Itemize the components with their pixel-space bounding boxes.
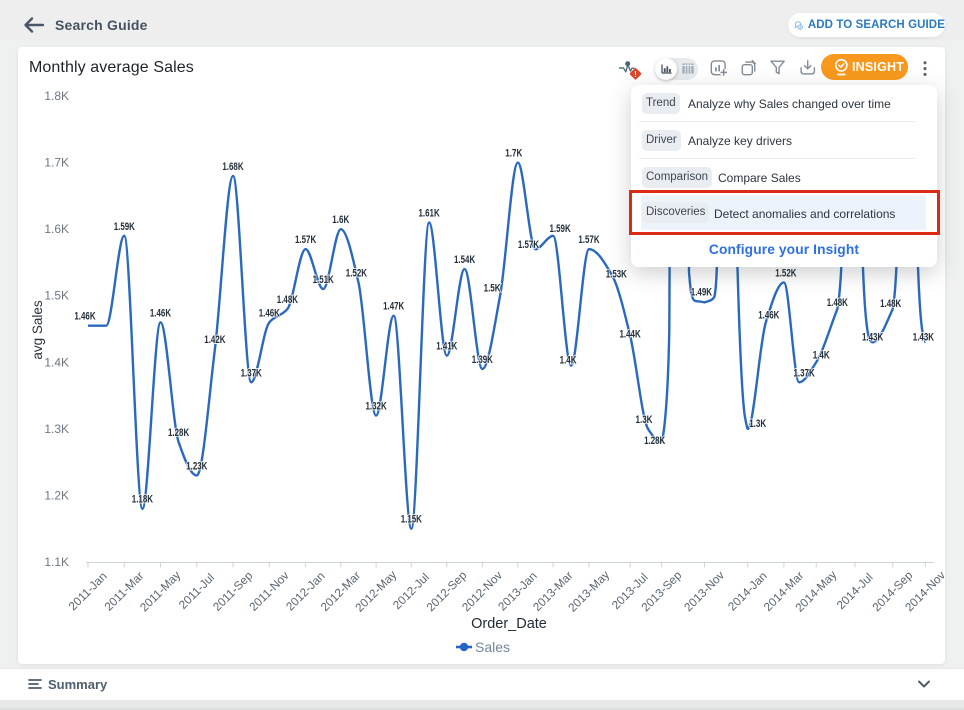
svg-text:2011-May: 2011-May: [137, 568, 183, 614]
svg-text:1.43K: 1.43K: [862, 331, 883, 343]
svg-text:2013-May: 2013-May: [565, 568, 612, 615]
svg-text:1.6K: 1.6K: [44, 222, 69, 236]
svg-text:2011-Nov: 2011-Nov: [246, 568, 292, 614]
svg-text:1.48K: 1.48K: [277, 294, 298, 306]
svg-text:1.57K: 1.57K: [578, 234, 599, 246]
svg-text:Order_Date: Order_Date: [471, 616, 547, 632]
svg-text:!: !: [634, 70, 637, 79]
svg-text:1.3K: 1.3K: [749, 418, 766, 430]
svg-text:1.44K: 1.44K: [620, 329, 641, 341]
svg-text:1.57K: 1.57K: [295, 234, 316, 246]
svg-text:Sales: Sales: [475, 639, 510, 655]
svg-text:1.54K: 1.54K: [454, 254, 475, 266]
svg-text:1.28K: 1.28K: [168, 427, 189, 439]
svg-text:1.61K: 1.61K: [419, 208, 440, 220]
svg-text:1.4K: 1.4K: [560, 355, 577, 367]
svg-text:1.7K: 1.7K: [44, 156, 69, 170]
svg-text:1.4K: 1.4K: [44, 355, 69, 369]
svg-text:avg Sales: avg Sales: [30, 300, 45, 360]
svg-text:2013-Nov: 2013-Nov: [681, 568, 727, 614]
svg-text:1.42K: 1.42K: [204, 334, 225, 346]
svg-text:1.47K: 1.47K: [383, 301, 404, 313]
svg-text:1.37K: 1.37K: [794, 367, 815, 379]
svg-text:1.39K: 1.39K: [472, 354, 493, 366]
svg-text:1.2K: 1.2K: [44, 488, 69, 502]
svg-text:1.51K: 1.51K: [313, 274, 334, 286]
svg-text:1.48K: 1.48K: [880, 298, 901, 310]
svg-text:1.3K: 1.3K: [44, 422, 69, 436]
svg-text:1.18K: 1.18K: [132, 494, 153, 506]
svg-text:1.59K: 1.59K: [114, 221, 135, 233]
svg-text:1.48K: 1.48K: [827, 297, 848, 309]
svg-text:1.3K: 1.3K: [636, 414, 653, 426]
svg-text:1.52K: 1.52K: [775, 267, 796, 279]
svg-text:1.46K: 1.46K: [259, 307, 280, 319]
svg-text:1.59K: 1.59K: [550, 223, 571, 235]
svg-text:1.8K: 1.8K: [44, 89, 69, 103]
svg-text:1.28K: 1.28K: [644, 435, 665, 447]
svg-text:1.57K: 1.57K: [518, 239, 539, 251]
svg-text:1.6K: 1.6K: [332, 214, 349, 226]
svg-text:1.46K: 1.46K: [74, 311, 95, 323]
svg-text:1.46K: 1.46K: [758, 309, 779, 321]
svg-text:1.41K: 1.41K: [436, 341, 457, 353]
svg-text:1.53K: 1.53K: [606, 269, 627, 281]
svg-text:1.23K: 1.23K: [186, 461, 207, 473]
svg-text:1.15K: 1.15K: [401, 514, 422, 526]
svg-text:1.49K: 1.49K: [691, 286, 712, 298]
svg-text:1.4K: 1.4K: [813, 349, 830, 361]
svg-text:1.7K: 1.7K: [505, 148, 522, 160]
svg-text:1.52K: 1.52K: [346, 267, 367, 279]
svg-text:1.32K: 1.32K: [366, 401, 387, 413]
svg-text:1.37K: 1.37K: [241, 367, 262, 379]
svg-text:1.5K: 1.5K: [44, 289, 69, 303]
svg-text:1.1K: 1.1K: [44, 555, 69, 569]
svg-text:1.43K: 1.43K: [913, 331, 934, 343]
svg-text:2014-Jul: 2014-Jul: [834, 570, 876, 612]
svg-text:1.68K: 1.68K: [222, 161, 243, 173]
svg-text:1.5K: 1.5K: [484, 283, 501, 295]
svg-text:1.46K: 1.46K: [150, 307, 171, 319]
